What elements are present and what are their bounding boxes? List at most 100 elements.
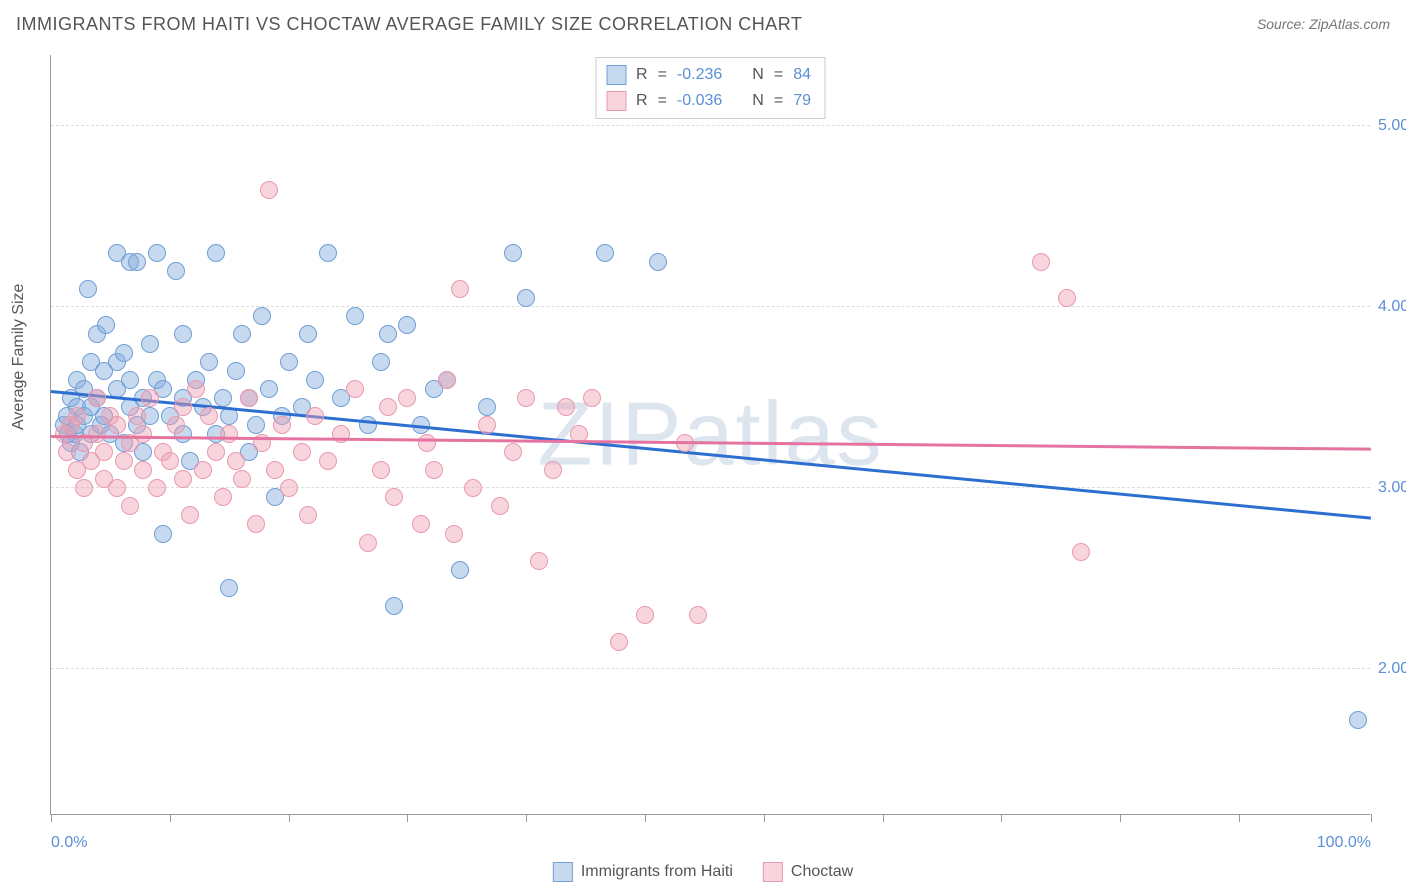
- scatter-point: [1349, 711, 1367, 729]
- scatter-point: [346, 380, 364, 398]
- scatter-point: [148, 479, 166, 497]
- scatter-point: [280, 479, 298, 497]
- scatter-point: [68, 407, 86, 425]
- scatter-point: [398, 316, 416, 334]
- scatter-point: [233, 325, 251, 343]
- scatter-point: [319, 244, 337, 262]
- scatter-point: [128, 407, 146, 425]
- scatter-point: [134, 425, 152, 443]
- n-value: 79: [793, 92, 811, 110]
- scatter-point: [220, 425, 238, 443]
- legend-label: Choctaw: [791, 863, 853, 881]
- scatter-point: [636, 606, 654, 624]
- scatter-point: [108, 479, 126, 497]
- chart-header: IMMIGRANTS FROM HAITI VS CHOCTAW AVERAGE…: [0, 0, 1406, 48]
- y-axis-label: Average Family Size: [10, 284, 28, 430]
- scatter-point: [293, 443, 311, 461]
- source-label: Source: ZipAtlas.com: [1257, 16, 1390, 32]
- scatter-point: [220, 579, 238, 597]
- y-tick-label: 2.00: [1378, 660, 1406, 678]
- scatter-point: [504, 244, 522, 262]
- scatter-point: [412, 515, 430, 533]
- legend-swatch: [763, 862, 783, 882]
- scatter-point: [306, 371, 324, 389]
- scatter-point: [214, 389, 232, 407]
- scatter-point: [464, 479, 482, 497]
- scatter-point: [649, 253, 667, 271]
- scatter-point: [359, 416, 377, 434]
- eq: =: [658, 66, 667, 84]
- scatter-point: [95, 443, 113, 461]
- eq: =: [774, 92, 783, 110]
- scatter-point: [451, 561, 469, 579]
- x-tick: [883, 814, 884, 822]
- r-label: R: [636, 92, 648, 110]
- scatter-point: [200, 407, 218, 425]
- legend-item: Choctaw: [763, 862, 853, 882]
- scatter-point: [194, 461, 212, 479]
- n-value: 84: [793, 66, 811, 84]
- scatter-point: [583, 389, 601, 407]
- legend-label: Immigrants from Haiti: [581, 863, 733, 881]
- x-tick: [1001, 814, 1002, 822]
- x-tick: [645, 814, 646, 822]
- scatter-point: [148, 244, 166, 262]
- scatter-point: [260, 181, 278, 199]
- scatter-point: [689, 606, 707, 624]
- scatter-point: [1072, 543, 1090, 561]
- stats-legend-box: R=-0.236N=84R=-0.036N=79: [595, 57, 826, 119]
- scatter-point: [445, 525, 463, 543]
- scatter-point: [478, 416, 496, 434]
- scatter-point: [504, 443, 522, 461]
- scatter-point: [128, 253, 146, 271]
- scatter-point: [385, 597, 403, 615]
- scatter-point: [207, 443, 225, 461]
- scatter-point: [75, 479, 93, 497]
- scatter-point: [425, 461, 443, 479]
- series-swatch: [606, 91, 626, 111]
- legend-item: Immigrants from Haiti: [553, 862, 733, 882]
- scatter-point: [280, 353, 298, 371]
- scatter-point: [174, 325, 192, 343]
- scatter-point: [97, 316, 115, 334]
- scatter-point: [121, 371, 139, 389]
- gridline: [51, 487, 1370, 488]
- stats-row: R=-0.236N=84: [606, 62, 811, 88]
- scatter-point: [174, 470, 192, 488]
- scatter-point: [88, 425, 106, 443]
- scatter-point: [418, 434, 436, 452]
- scatter-point: [346, 307, 364, 325]
- scatter-point: [141, 389, 159, 407]
- scatter-point: [266, 461, 284, 479]
- scatter-point: [557, 398, 575, 416]
- y-tick-label: 3.00: [1378, 479, 1406, 497]
- scatter-point: [115, 344, 133, 362]
- eq: =: [658, 92, 667, 110]
- scatter-point: [1058, 289, 1076, 307]
- scatter-point: [379, 325, 397, 343]
- x-tick: [1120, 814, 1121, 822]
- series-swatch: [606, 65, 626, 85]
- scatter-point: [161, 452, 179, 470]
- scatter-point: [478, 398, 496, 416]
- scatter-point: [544, 461, 562, 479]
- n-label: N: [752, 66, 764, 84]
- scatter-point: [247, 515, 265, 533]
- scatter-point: [247, 416, 265, 434]
- r-value: -0.236: [677, 66, 722, 84]
- scatter-point: [167, 262, 185, 280]
- scatter-point: [273, 416, 291, 434]
- bottom-legend: Immigrants from Haiti Choctaw: [553, 862, 853, 882]
- r-value: -0.036: [677, 92, 722, 110]
- x-tick: [289, 814, 290, 822]
- scatter-point: [233, 470, 251, 488]
- scatter-point: [115, 452, 133, 470]
- scatter-point: [88, 389, 106, 407]
- x-tick: [407, 814, 408, 822]
- scatter-point: [134, 461, 152, 479]
- scatter-point: [385, 488, 403, 506]
- scatter-point: [200, 353, 218, 371]
- scatter-point: [299, 325, 317, 343]
- y-tick-label: 5.00: [1378, 117, 1406, 135]
- x-tick: [170, 814, 171, 822]
